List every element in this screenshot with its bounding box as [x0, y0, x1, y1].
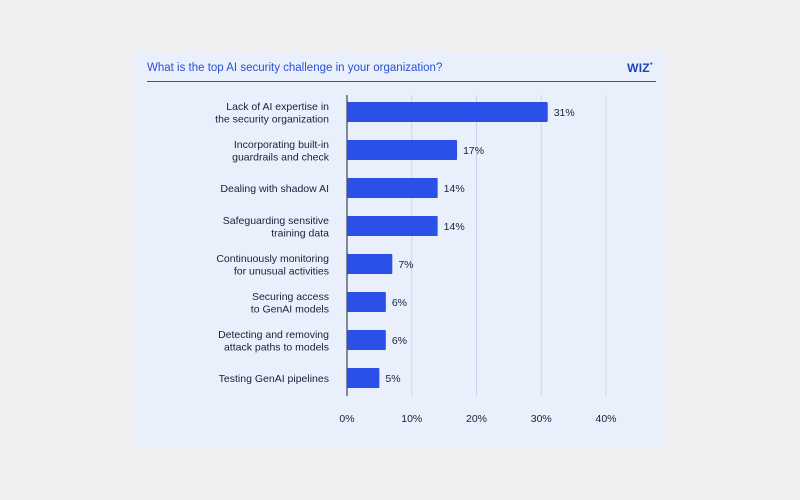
- bar: [347, 178, 438, 198]
- category-label: Dealing with shadow AI: [220, 183, 329, 195]
- x-tick-label: 0%: [339, 413, 354, 425]
- category-label: Testing GenAI pipelines: [219, 373, 329, 385]
- value-label: 31%: [554, 107, 575, 119]
- value-label: 6%: [392, 335, 407, 347]
- wiz-logo-text: WIZ: [627, 61, 650, 75]
- bar: [347, 330, 386, 350]
- category-label: Continuously monitoring for unusual activ…: [216, 253, 329, 278]
- category-label: Lack of AI expertise in the security orga…: [215, 101, 329, 126]
- bar: [347, 292, 386, 312]
- bar: [347, 254, 393, 274]
- wiz-logo: WIZ●: [627, 61, 653, 75]
- chart-title: What is the top AI security challenge in…: [147, 62, 443, 74]
- bar: [347, 140, 458, 160]
- value-label: 14%: [444, 221, 465, 233]
- category-label: Securing access to GenAI models: [251, 291, 329, 316]
- bar-chart: 0% 10% 20% 30% 40% Lack of AI expertise in the…: [215, 95, 617, 425]
- bar: [347, 102, 548, 122]
- category-label: Detecting and removing attack paths to mo…: [218, 329, 329, 354]
- category-label: Safeguarding sensitive training data: [223, 215, 329, 240]
- title-divider: [147, 81, 656, 82]
- x-tick-label: 10%: [401, 413, 422, 425]
- value-label: 7%: [398, 259, 413, 271]
- x-tick-label: 40%: [595, 413, 616, 425]
- value-label: 5%: [385, 373, 400, 385]
- value-label: 6%: [392, 297, 407, 309]
- x-tick-label: 30%: [531, 413, 552, 425]
- value-label: 17%: [463, 145, 484, 157]
- chart-card: What is the top AI security challenge in…: [134, 51, 666, 448]
- bar: [347, 216, 438, 236]
- category-label: Incorporating built-in guardrails and che…: [232, 139, 330, 164]
- x-tick-label: 20%: [466, 413, 487, 425]
- bar: [347, 368, 380, 388]
- value-label: 14%: [444, 183, 465, 195]
